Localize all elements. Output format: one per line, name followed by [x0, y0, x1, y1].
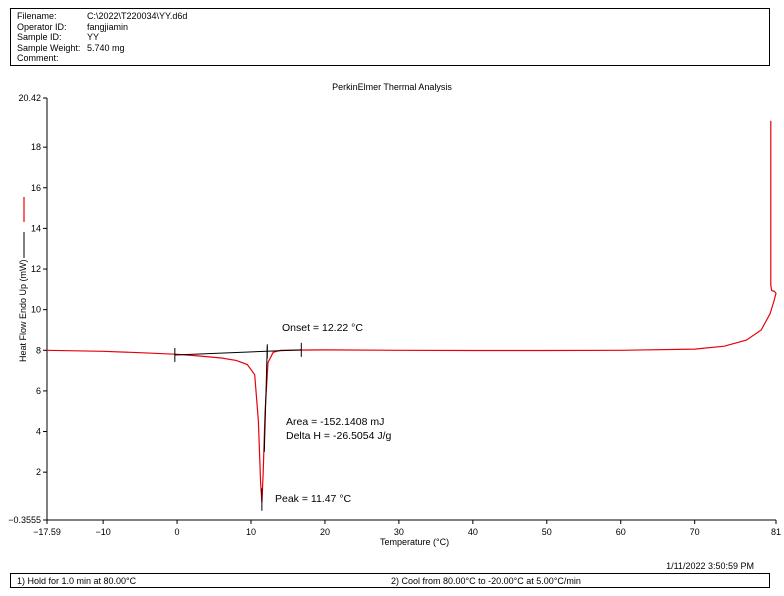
- chart-title: PerkinElmer Thermal Analysis: [332, 82, 452, 92]
- x-ticks: −17.59 −10 0 10 20 30 40 50 60 70 81: [33, 520, 781, 537]
- y-tick-label: 14: [31, 223, 41, 233]
- x-tick-label: 0: [175, 527, 180, 537]
- x-tick-label: 20: [320, 527, 330, 537]
- y-tick-label: 20.42: [18, 93, 41, 103]
- comment-label: Comment:: [17, 53, 59, 63]
- y-tick-label: −0.3555: [8, 515, 41, 525]
- onset-annotation: Onset = 12.22 °C: [282, 322, 363, 334]
- method-step-2: 2) Cool from 80.00°C to -20.00°C at 5.00…: [391, 576, 581, 586]
- x-tick-label: 60: [616, 527, 626, 537]
- y-tick-label: 16: [31, 183, 41, 193]
- y-tick-label: 8: [36, 345, 41, 355]
- y-tick-label: 6: [36, 386, 41, 396]
- x-tick-label: 40: [468, 527, 478, 537]
- y-tick-label: 18: [31, 142, 41, 152]
- timestamp: 1/11/2022 3:50:59 PM: [666, 561, 754, 571]
- x-tick-label: −17.59: [33, 527, 61, 537]
- sample-id-value: YY: [87, 32, 100, 42]
- y-tick-label: 2: [36, 467, 41, 477]
- x-tick-label: 70: [690, 527, 700, 537]
- y-tick-label: 10: [31, 305, 41, 315]
- y-ticks: −0.3555 2 4 6 8 10 12 14 16 18 20.42: [8, 93, 47, 525]
- x-tick-label: 10: [246, 527, 256, 537]
- sample-id-label: Sample ID:: [17, 32, 62, 42]
- x-axis-label: Temperature (°C): [380, 537, 449, 547]
- analysis-marks: [174, 342, 302, 511]
- area-annotation: Area = -152.1408 mJ: [286, 416, 384, 428]
- sample-weight-label: Sample Weight:: [17, 42, 81, 53]
- x-tick-label: 50: [542, 527, 552, 537]
- method-steps-box: 1) Hold for 1.0 min at 80.00°C 2) Cool f…: [10, 573, 770, 588]
- method-step-1: 1) Hold for 1.0 min at 80.00°C: [17, 576, 137, 586]
- filename-value: C:\2022\T220034\YY.d6d: [87, 11, 188, 21]
- dsc-chart: −17.59 −10 0 10 20 30 40 50 60 70 81 −0.3555 2 4 6 8 10…: [8, 93, 781, 547]
- x-tick-label: 30: [394, 527, 404, 537]
- x-tick-label: −10: [95, 527, 110, 537]
- sample-info-box: Filename: C:\2022\T220034\YY.d6d Operato…: [10, 8, 770, 66]
- peak-annotation: Peak = 11.47 °C: [275, 493, 352, 505]
- heat-flow-curve: [46, 120, 777, 503]
- sample-weight-value: 5.740 mg: [87, 42, 125, 53]
- operator-label: Operator ID:: [17, 21, 67, 32]
- operator-value: fangjiamin: [87, 21, 129, 32]
- x-tick-label: 81: [771, 527, 781, 537]
- y-tick-label: 12: [31, 264, 41, 274]
- series-group: [46, 120, 777, 503]
- onset-tangent-line: [263, 346, 268, 452]
- baseline-line: [174, 349, 302, 356]
- y-tick-label: 4: [36, 427, 41, 437]
- y-axis-label: Heat Flow Endo Up (mW): [18, 259, 28, 362]
- filename-label: Filename:: [17, 11, 57, 21]
- delta-h-annotation: Delta H = -26.5054 J/g: [286, 430, 392, 442]
